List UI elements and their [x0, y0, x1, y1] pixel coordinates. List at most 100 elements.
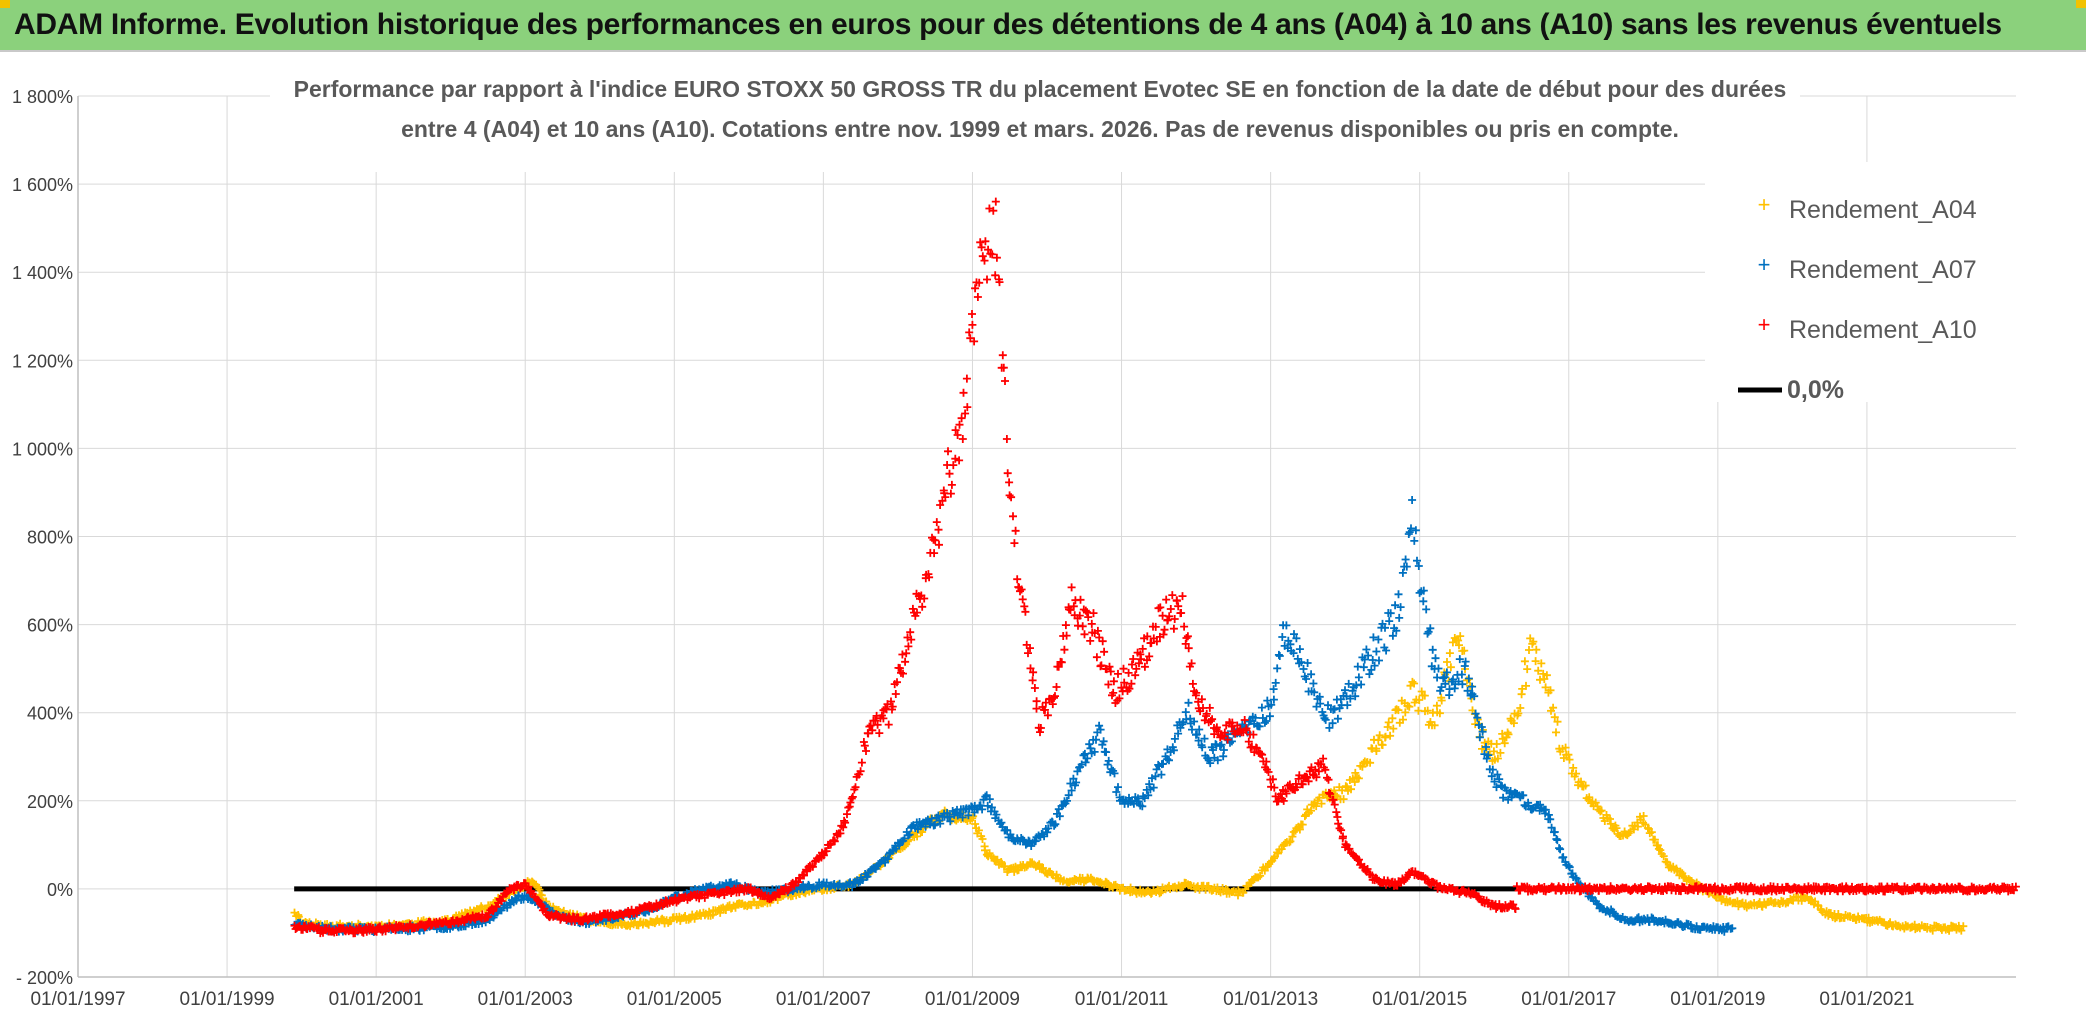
a04-point [1612, 824, 1621, 833]
a10-point [864, 729, 873, 738]
a10-point [884, 720, 893, 729]
a04-point [1384, 718, 1393, 727]
a04-point [1420, 691, 1429, 700]
a07-point [1382, 646, 1391, 655]
legend[interactable]: + Rendement_A04 + Rendement_A07 + Rendem… [1705, 162, 2023, 404]
a10-point [1333, 813, 1342, 821]
a10-point [848, 792, 857, 801]
a07-point [1402, 562, 1411, 571]
a10-point [1028, 676, 1037, 685]
a10-point [1240, 716, 1249, 724]
a10-point [1324, 775, 1333, 784]
a10-point [932, 518, 941, 527]
a07-point [848, 883, 857, 892]
a07-point [1149, 783, 1158, 792]
a04-point [913, 832, 922, 841]
a10-point [1160, 625, 1169, 634]
a07-point [1289, 649, 1298, 658]
a04-point [1386, 731, 1395, 740]
a07-point [936, 819, 945, 828]
a10-plateau-point [2011, 882, 2020, 891]
a10-point [1208, 715, 1217, 724]
a10-point [658, 901, 667, 910]
a10-point [893, 678, 901, 687]
a10-point [988, 250, 997, 259]
a04-point [969, 812, 978, 821]
a10-point [1018, 595, 1027, 604]
a10-point [1268, 775, 1277, 784]
a10-point [1011, 526, 1020, 535]
a04-point [1312, 802, 1321, 811]
a07-point [1092, 735, 1100, 744]
a10-point [1214, 727, 1223, 736]
a10-point [999, 363, 1008, 372]
a04-point [1415, 696, 1424, 704]
y-tick-label: 1 800% [12, 87, 73, 107]
a10-point [989, 206, 998, 215]
a10-point [1244, 737, 1253, 746]
a07-point [1401, 555, 1410, 564]
a07-point [1080, 749, 1089, 758]
a10-point [1147, 638, 1156, 647]
a10-point [1187, 659, 1196, 668]
a04-point [918, 828, 927, 836]
a10-point [1020, 602, 1029, 611]
x-tick-label: 01/01/2009 [925, 989, 1020, 1010]
a10-point [920, 594, 929, 603]
a07-point [1072, 778, 1081, 787]
a10-point [1132, 664, 1141, 673]
a07-point [1464, 674, 1473, 683]
a10-point [1202, 709, 1211, 718]
a10-point [862, 747, 870, 755]
a07-point [1556, 845, 1565, 854]
a04-point [1581, 781, 1590, 790]
a04-point [1633, 822, 1642, 831]
y-tick-label: 200% [27, 792, 73, 812]
x-tick-label: 01/01/2019 [1670, 989, 1765, 1010]
a07-point [1051, 820, 1060, 829]
a07-point [1217, 740, 1226, 749]
legend-a07-label: Rendement_A07 [1789, 256, 1977, 284]
a04-point [1331, 791, 1340, 800]
a04-point [1654, 844, 1663, 853]
a04-point [1561, 743, 1570, 752]
a10-point [1205, 703, 1214, 712]
a07-point [1344, 679, 1353, 688]
a10-point [1003, 469, 1012, 478]
a07-point [1086, 744, 1095, 753]
banner-corner-left [0, 0, 10, 8]
a04-point [1286, 837, 1295, 846]
a07-point [934, 811, 943, 820]
a10-point [891, 690, 900, 698]
a10-point [1013, 575, 1022, 584]
a04-point [1389, 724, 1398, 733]
a10-point [976, 238, 985, 247]
a07-point [923, 815, 932, 824]
a07-point [1422, 605, 1431, 614]
a04-point [721, 906, 730, 914]
a07-point [1064, 791, 1073, 800]
a10-point [1182, 634, 1191, 642]
a10-point [1005, 478, 1014, 487]
a10-point [1511, 905, 1520, 913]
a04-point [1498, 734, 1507, 743]
a04-point [1022, 862, 1031, 871]
a10-point [1115, 694, 1124, 703]
a07-point [1488, 765, 1497, 774]
a10-point [1293, 783, 1301, 792]
a07-point [1151, 772, 1160, 781]
a04-point [1388, 714, 1397, 723]
a10-point [1124, 668, 1133, 677]
a10-point [1223, 735, 1232, 744]
chart-title-line-2: entre 4 (A04) et 10 ans (A10). Cotations… [401, 116, 1679, 142]
a04-point [1529, 637, 1538, 646]
banner-corner-right [2076, 0, 2086, 8]
y-axis-tick-labels: - 200% 0% 200% 400% 600% 800% 1 000% 1 200% 1 40… [12, 87, 73, 988]
a04-point [1443, 658, 1451, 666]
a10-point [1021, 607, 1030, 616]
a07-point [978, 805, 987, 814]
a07-point [1428, 645, 1437, 654]
a07-point [1081, 758, 1090, 767]
a07-point [1181, 708, 1190, 717]
a07-point [976, 801, 985, 810]
